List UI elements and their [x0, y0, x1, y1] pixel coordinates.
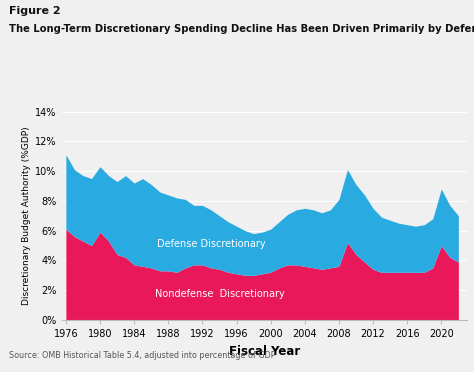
- Text: Nondefense  Discretionary: Nondefense Discretionary: [155, 289, 284, 299]
- Text: Defense Discretionary: Defense Discretionary: [156, 239, 265, 249]
- X-axis label: Fiscal Year: Fiscal Year: [228, 344, 300, 357]
- Text: The Long-Term Discretionary Spending Decline Has Been Driven Primarily by Defens: The Long-Term Discretionary Spending Dec…: [9, 24, 474, 34]
- Text: Figure 2: Figure 2: [9, 6, 61, 16]
- Y-axis label: Discretionary Budget Authority (%GDP): Discretionary Budget Authority (%GDP): [22, 126, 31, 305]
- Text: Source: OMB Historical Table 5.4, adjusted into percentage of GDP: Source: OMB Historical Table 5.4, adjust…: [9, 351, 276, 360]
